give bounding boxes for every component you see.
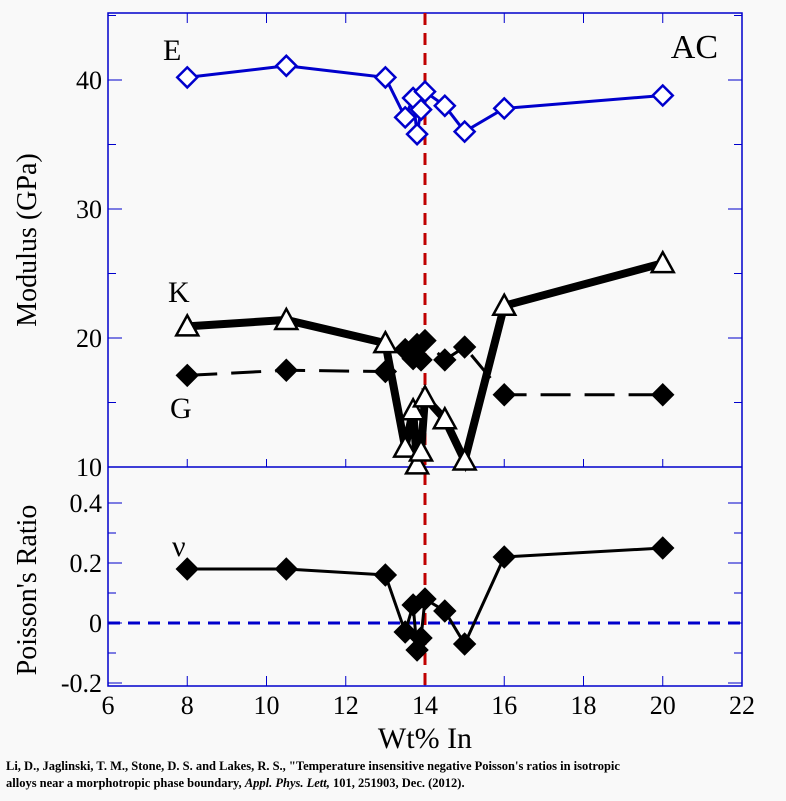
series-label-K: K: [168, 276, 190, 309]
data-point-diamond: [274, 54, 299, 78]
x-tick-label: 14: [412, 691, 438, 720]
x-tick-label: 6: [102, 691, 115, 720]
data-point-triangle: [372, 329, 399, 354]
y-tick-label: 0.2: [70, 549, 103, 578]
citation-line2b: 101, 251903, Dec. (2012).: [329, 776, 465, 790]
data-point-triangle: [407, 437, 435, 462]
x-tick-label: 18: [571, 691, 597, 720]
data-point-diamond: [405, 122, 429, 146]
citation-line2a: alloys near a morphotropic phase boundar…: [6, 776, 245, 790]
data-point-triangle: [451, 446, 478, 471]
data-point-triangle: [431, 405, 458, 430]
series-K: K: [168, 249, 676, 475]
data-point-diamond: [452, 119, 477, 144]
y-tick-label: 0.4: [70, 489, 103, 518]
data-point-triangle: [273, 306, 300, 331]
x-tick-label: 12: [333, 691, 359, 720]
y-tick-label: 40: [76, 66, 102, 95]
data-point-diamond: [413, 328, 437, 353]
data-point-diamond: [492, 545, 516, 569]
data-point-diamond: [373, 65, 398, 90]
data-point-diamond: [175, 65, 200, 90]
annotation-ac: AC: [671, 29, 718, 66]
x-tick-label: 8: [181, 691, 194, 720]
data-point-diamond: [651, 536, 675, 560]
series-label-G: G: [170, 392, 192, 425]
citation-line1: Li, D., Jaglinski, T. M., Stone, D. S. a…: [6, 759, 620, 773]
data-point-triangle: [649, 249, 676, 274]
data-point-triangle: [174, 312, 201, 337]
data-point-diamond: [393, 105, 417, 130]
x-axis-label: Wt% In: [378, 722, 472, 755]
data-point-triangle: [392, 434, 419, 458]
data-point-triangle: [399, 396, 427, 421]
citation: Li, D., Jaglinski, T. M., Stone, D. S. a…: [6, 758, 786, 792]
data-point-diamond: [413, 587, 437, 611]
y-axis-label-bottom: Poisson's Ratio: [12, 505, 43, 676]
data-point-diamond: [433, 94, 457, 118]
data-point-diamond: [651, 383, 675, 407]
y-tick-label: 10: [76, 453, 102, 482]
data-point-diamond: [492, 96, 517, 121]
chart: 6 8 10 12 14 16 18 20 22 10 20 30 40 -0.2 0 0.2 0.4 Modul…: [12, 12, 755, 755]
series-E: E: [163, 34, 675, 146]
data-point-diamond: [409, 626, 433, 650]
y-tick-label: -0.2: [61, 669, 102, 698]
data-point-diamond: [452, 632, 477, 656]
data-point-diamond: [413, 79, 437, 104]
data-point-diamond: [452, 335, 477, 359]
y-axis-label-top: Modulus (GPa): [12, 153, 43, 326]
data-point-diamond: [409, 97, 433, 122]
data-point-diamond: [492, 383, 516, 407]
data-point-triangle: [411, 383, 439, 408]
data-point-diamond: [373, 563, 398, 587]
series-ν: ν: [172, 530, 675, 662]
x-tick-label: 16: [491, 691, 517, 720]
series-G: G: [170, 328, 675, 425]
y-tick-label: 0: [89, 609, 102, 638]
y-tick-label: 30: [76, 195, 102, 224]
data-point-diamond: [650, 83, 675, 108]
citation-journal: Appl. Phys. Lett,: [244, 776, 330, 790]
x-tick-label: 22: [729, 691, 755, 720]
data-point-diamond: [274, 358, 299, 382]
data-point-triangle: [403, 450, 431, 475]
data-point-diamond: [433, 599, 457, 623]
data-point-diamond: [433, 348, 457, 372]
series-label-E: E: [163, 34, 181, 67]
data-point-diamond: [175, 557, 199, 581]
series-line-G: [187, 337, 663, 397]
data-point-diamond: [175, 363, 199, 388]
data-point-diamond: [274, 557, 299, 581]
data-point-diamond: [409, 348, 433, 372]
data-point-triangle: [491, 292, 518, 316]
y-tick-label: 20: [76, 324, 102, 353]
x-tick-label: 10: [254, 691, 280, 720]
series-label-ν: ν: [172, 530, 186, 563]
x-tick-label: 20: [650, 691, 676, 720]
